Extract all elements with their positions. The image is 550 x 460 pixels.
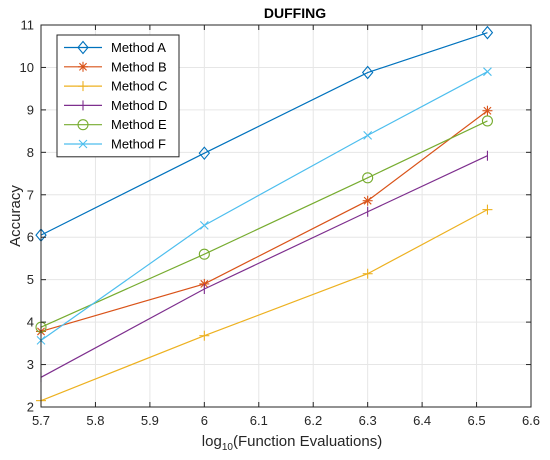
data-point-stroke [363,130,373,140]
legend-marker-shape [77,40,89,55]
data-point [483,67,492,77]
legend-entry: Method E [64,117,167,132]
x-tick-label: 6.2 [304,413,322,428]
legend-marker [78,139,88,149]
y-tick-label: 5 [27,272,34,287]
data-point [199,330,210,341]
data-point-shape [481,115,493,127]
legend: Method A Method B Method C Method D Method E… [56,34,180,158]
series-2 [36,105,493,337]
y-tick-label: 4 [27,315,34,330]
data-point [198,248,210,260]
series-5 [35,115,493,333]
data-point [481,115,493,127]
series-layer [35,25,494,406]
legend-label: Method A [111,40,166,55]
data-point [362,172,374,184]
legend-marker [78,61,88,72]
series-line [40,155,488,378]
data-point-shape [361,65,374,80]
legend-label: Method C [111,79,167,94]
series-line [40,110,488,333]
data-point [199,220,209,230]
data-point-stroke [200,279,209,288]
data-point [482,105,493,116]
y-tick-label: 7 [27,187,34,202]
data-point [363,130,373,140]
series-line [40,71,488,341]
legend-marker-shape [77,119,89,131]
legend-label: Method E [111,117,167,132]
data-point-shape [198,248,210,260]
y-tick-label: 3 [27,357,34,372]
series-line [40,209,488,402]
y-tick-label: 11 [21,18,35,33]
legend-label: Method B [111,59,167,74]
y-tick-label: 10 [20,60,34,75]
plot-frame [40,24,532,408]
series-line [40,32,488,236]
chart-title: DUFFING [264,5,326,21]
legend-entry: Method B [64,59,167,74]
ticks: 5.7 5.8 5.9 6 6.1 6.2 6.3 6.4 6.5 6.6 2 3 4 5 6 7 8 9 10 11 [20,18,541,429]
data-point-stroke [483,67,492,77]
data-point [362,268,373,279]
legend-marker [77,119,89,131]
y-axis-title: Accuracy [7,185,24,247]
data-point [482,204,493,215]
x-tick-label: 6.6 [522,413,540,428]
data-point-stroke [483,106,492,115]
data-point-stroke [199,220,209,230]
data-point-shape [362,172,374,184]
series-4 [40,150,488,383]
x-tick-label: 6.3 [359,413,377,428]
data-point-shape [481,25,494,40]
x-axis-title: log10(Function Evaluations) [202,433,382,453]
x-axis-title-prefix: log [202,433,222,450]
y-tick-label: 8 [27,145,34,160]
y-tick-label: 2 [27,400,34,415]
series-3 [36,204,493,406]
legend-label: Method F [111,137,166,152]
x-tick-label: 5.8 [86,413,104,428]
legend-entry: Method D [64,98,167,113]
x-tick-label: 6.1 [250,413,268,428]
legend-marker [77,40,89,55]
x-tick-label: 6.4 [413,413,431,428]
x-axis-title-suffix: (Function Evaluations) [233,433,382,450]
series-line [40,120,488,328]
data-point-stroke [363,196,372,205]
y-tick-label: 6 [27,230,34,245]
x-tick-label: 6.5 [468,413,486,428]
x-axis-title-subscript: 10 [222,442,234,453]
legend-box [56,34,180,158]
data-point [362,195,373,206]
data-point [481,25,494,40]
legend-marker-stroke [78,139,88,149]
legend-entry: Method F [64,137,166,152]
x-tick-label: 6 [201,413,208,428]
legend-marker [78,81,88,92]
x-tick-label: 5.9 [141,413,159,428]
legend-marker-stroke [79,62,87,71]
legend-entry: Method C [64,79,167,94]
data-point-shape [198,146,211,161]
data-point [198,146,211,161]
x-tick-label: 5.7 [32,413,50,428]
data-point [199,278,210,289]
legend-label: Method D [111,98,167,113]
legend-entry: Method A [64,40,166,55]
data-point [361,65,374,80]
y-tick-label: 9 [27,102,34,117]
